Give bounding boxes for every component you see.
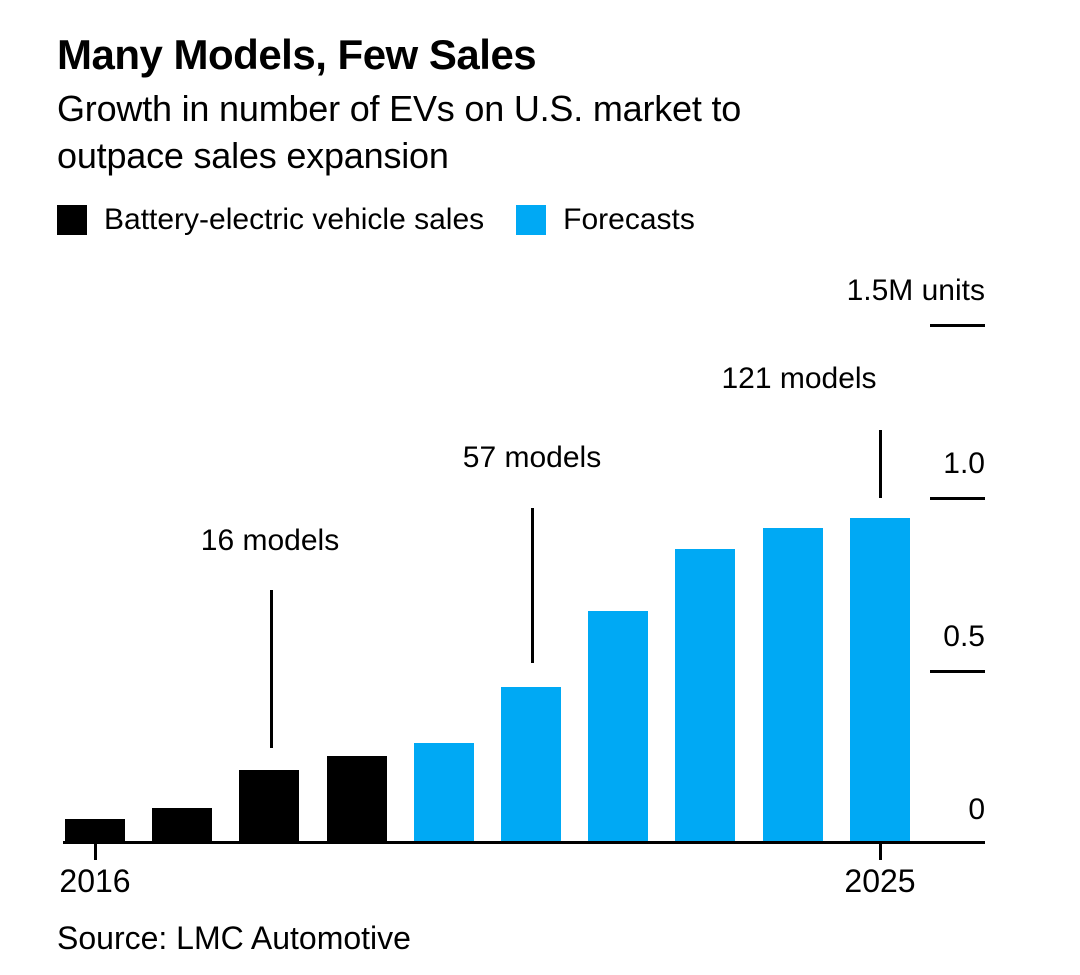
y-axis-tick-1.0: [930, 497, 985, 500]
x-axis-label-2016: 2016: [59, 863, 131, 899]
chart-subtitle-line-2: outpace sales expansion: [57, 135, 449, 176]
chart-subtitle-line-1: Growth in number of EVs on U.S. market t…: [57, 88, 742, 129]
x-axis-label-2025: 2025: [844, 863, 916, 899]
x-axis-tick-2016: [94, 844, 97, 860]
x-axis-line: [63, 841, 985, 844]
y-axis-label-0.5: 0.5: [943, 620, 985, 653]
y-axis-label-1.5M-units: 1.5M units: [846, 274, 985, 307]
bar-2018: [239, 770, 299, 843]
legend-label-forecasts: Forecasts: [563, 203, 695, 236]
bar-2024: [763, 528, 823, 843]
chart-subtitle: Growth in number of EVs on U.S. market t…: [57, 85, 741, 179]
y-axis-label-1.0: 1.0: [943, 447, 985, 480]
x-axis-tick-2025: [879, 844, 882, 860]
source-note: Source: LMC Automotive: [57, 920, 411, 956]
bar-2021: [501, 687, 561, 843]
bar-2020: [414, 743, 474, 843]
legend-label-battery-electric-sales: Battery-electric vehicle sales: [104, 203, 485, 236]
legend-item-battery-electric-sales: Battery-electric vehicle sales: [57, 203, 484, 237]
annotation-57-models: 57 models: [462, 441, 602, 474]
bar-2017: [152, 808, 212, 843]
bar-2016: [65, 819, 125, 843]
annotation-121-models: 121 models: [721, 362, 877, 395]
legend-item-forecasts: Forecasts: [516, 203, 695, 237]
bar-2025: [850, 518, 910, 843]
y-axis-tick-0.5: [930, 670, 985, 673]
annotation-16-models: 16 models: [200, 524, 340, 557]
y-axis-tick-1.5M-units: [930, 324, 985, 327]
annotation-line-16-models: [270, 590, 273, 748]
bar-2019: [327, 756, 387, 843]
bar-2022: [588, 611, 648, 843]
annotation-line-121-models: [879, 430, 882, 498]
legend: Battery-electric vehicle sales Forecasts: [57, 203, 695, 237]
battery-electric-sales-swatch: [57, 205, 87, 235]
chart-title: Many Models, Few Sales: [57, 31, 537, 78]
y-axis-label-0: 0: [968, 793, 985, 826]
annotation-line-57-models: [531, 508, 534, 663]
bar-2023: [675, 549, 735, 843]
forecasts-swatch: [516, 205, 547, 235]
